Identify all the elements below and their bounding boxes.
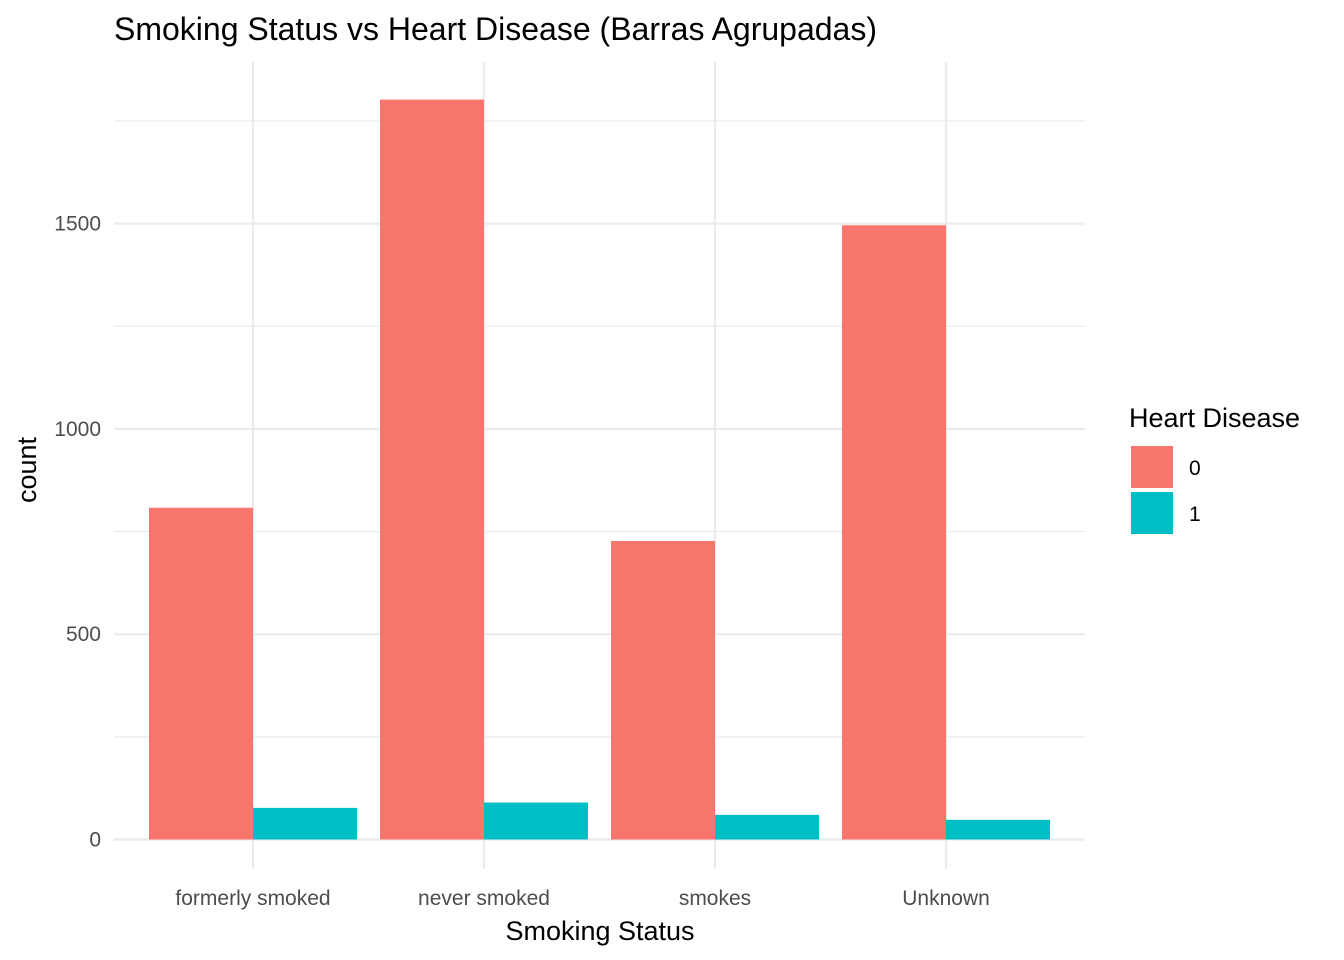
legend-label-0: 0 [1189, 457, 1201, 480]
x-tick-label: smokes [679, 887, 751, 910]
y-tick-label: 0 [89, 829, 101, 852]
x-axis: formerly smoked never smoked smokes Unknown [175, 887, 989, 910]
bar-smokes-series-1 [715, 814, 819, 840]
legend-items: 01 [1131, 446, 1201, 534]
legend-label-1: 1 [1189, 503, 1201, 526]
chart-title: Smoking Status vs Heart Disease (Barras … [114, 11, 877, 47]
bar-smokes-series-0 [611, 540, 715, 840]
bar-formerly-smoked-series-1 [253, 807, 357, 840]
bar-layer [149, 99, 1050, 840]
legend-title: Heart Disease [1129, 403, 1300, 433]
bar-unknown-series-1 [946, 819, 1050, 840]
bar-unknown-series-0 [842, 225, 946, 840]
bar-formerly-smoked-series-0 [149, 507, 253, 840]
y-axis-title: count [12, 436, 42, 503]
x-tick-label: Unknown [902, 887, 990, 910]
legend: Heart Disease 01 [1129, 403, 1300, 534]
bar-never-smoked-series-0 [380, 99, 484, 840]
x-tick-label: formerly smoked [175, 887, 330, 910]
y-tick-label: 1000 [54, 418, 101, 441]
legend-key-0 [1131, 446, 1173, 488]
x-tick-label: never smoked [418, 887, 550, 910]
y-axis: 0 500 1000 1500 [54, 213, 101, 852]
legend-key-1 [1131, 492, 1173, 534]
x-axis-title: Smoking Status [505, 916, 694, 946]
bar-never-smoked-series-1 [484, 802, 588, 840]
y-tick-label: 1500 [54, 213, 101, 236]
y-tick-label: 500 [66, 623, 101, 646]
